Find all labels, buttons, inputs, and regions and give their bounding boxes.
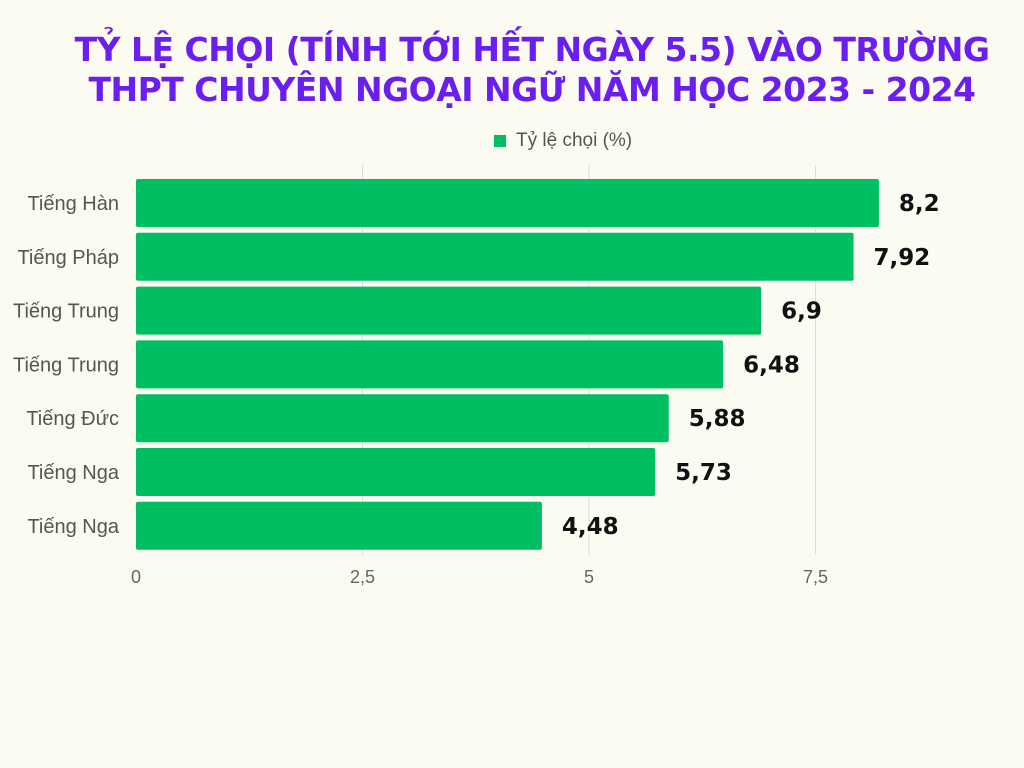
bar: [136, 232, 854, 281]
chart-legend: Tỷ lệ chọi (%): [494, 130, 632, 152]
data-label: 8,2: [899, 191, 940, 217]
bar: [136, 340, 724, 389]
data-label: 6,48: [743, 352, 800, 378]
bar: [136, 501, 542, 550]
bar: [136, 394, 669, 443]
x-tick-label: 2,5: [350, 567, 375, 587]
category-label: Tiếng Nga: [27, 462, 119, 484]
x-tick-label: 7,5: [803, 567, 828, 587]
category-label: Tiếng Nga: [27, 516, 119, 538]
category-label: Tiếng Đức: [26, 408, 119, 430]
category-label: Tiếng Trung: [13, 354, 119, 376]
category-label: Tiếng Trung: [13, 301, 119, 323]
bar: [136, 286, 762, 335]
data-label: 4,48: [562, 514, 619, 540]
legend-swatch: [494, 135, 506, 147]
data-label: 5,88: [689, 406, 746, 432]
x-tick-label: 0: [131, 567, 141, 587]
chart-title: TỶ LỆ CHỌI (TÍNH TỚI HẾT NGÀY 5.5) VÀO T…: [74, 30, 990, 109]
legend-label: Tỷ lệ chọi (%): [516, 130, 633, 151]
x-tick-label: 5: [584, 567, 594, 587]
category-label: Tiếng Pháp: [17, 247, 119, 269]
data-label: 6,9: [781, 299, 822, 325]
data-label: 7,92: [874, 245, 931, 271]
bar: [136, 179, 879, 227]
bar: [136, 448, 656, 496]
data-label: 5,73: [675, 460, 732, 486]
category-label: Tiếng Hàn: [27, 193, 119, 215]
